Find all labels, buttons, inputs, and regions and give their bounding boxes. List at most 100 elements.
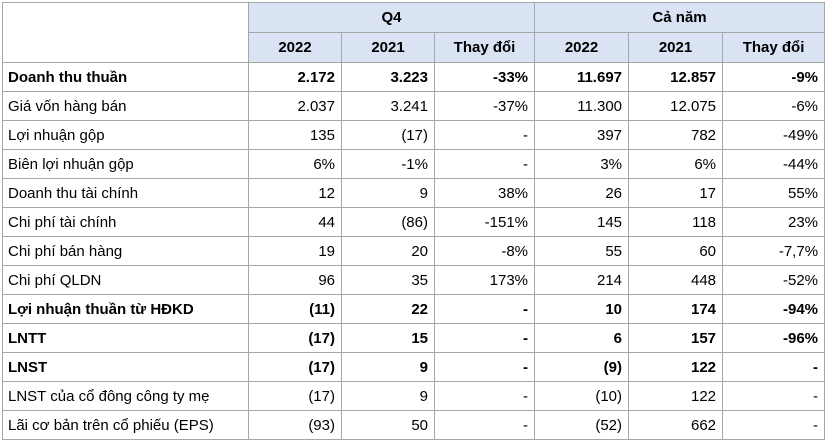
table-row: Lợi nhuận gộp 135 (17) -397 782 -49% [2, 120, 826, 150]
table-cell: -33% [433, 62, 536, 92]
table-cell: 118 [628, 207, 724, 237]
column-header: Thay đổi [433, 32, 536, 63]
table-cell: 11.300 [534, 91, 630, 121]
table-cell: 2.037 [248, 91, 342, 121]
table-cell: 3.223 [341, 62, 435, 92]
table-cell: 448 [628, 265, 724, 295]
row-label: Biên lợi nhuận gộp [2, 149, 249, 179]
table-cell: 782 [628, 120, 724, 150]
table-cell: 662 [628, 410, 724, 440]
table-cell: 6% [248, 149, 342, 179]
table-row: Chi phí tài chính 44 (86) -151% 145 118 23% [2, 207, 826, 237]
table-cell: - [433, 381, 536, 411]
table-cell: 6% [628, 149, 724, 179]
table-cell: 122 [628, 381, 724, 411]
table-cell: -8% [433, 236, 536, 266]
table-cell: 44 [248, 207, 342, 237]
table-cell: 55 [534, 236, 630, 266]
row-label: Doanh thu thuần [2, 62, 249, 92]
table-row: Chi phí QLDN 96 35 173% 214 448 -52% [2, 265, 826, 295]
table-cell: 12.857 [628, 62, 724, 92]
table-cell: 17 [628, 178, 724, 208]
table-cell: 23% [722, 207, 826, 237]
table-cell: 10 [534, 294, 630, 324]
table-cell: 122 [628, 352, 724, 382]
table-body: Doanh thu thuần 2.172 3.223 -33% 11.697 12.85… [2, 62, 826, 440]
header-blank-cell [2, 2, 249, 63]
table-cell: 50 [341, 410, 435, 440]
table-cell: -49% [722, 120, 826, 150]
table-cell: 397 [534, 120, 630, 150]
table-cell: 96 [248, 265, 342, 295]
header-group-q4: Q4 [247, 2, 536, 33]
table-cell: - [433, 294, 536, 324]
row-label: Chi phí QLDN [2, 265, 249, 295]
table-cell: 9 [341, 381, 435, 411]
table-cell: 145 [534, 207, 630, 237]
header-group-year: Cả năm [534, 2, 826, 33]
table-cell: (17) [248, 381, 342, 411]
table-cell: 9 [341, 352, 435, 382]
table-cell: 19 [248, 236, 342, 266]
table-cell: -37% [433, 91, 536, 121]
table-cell: (9) [534, 352, 630, 382]
row-label: Doanh thu tài chính [2, 178, 249, 208]
table-cell: -1% [341, 149, 435, 179]
row-label: Chi phí tài chính [2, 207, 249, 237]
table-cell: 157 [628, 323, 724, 353]
table-cell: - [722, 381, 826, 411]
row-label: Chi phí bán hàng [2, 236, 249, 266]
table-cell: -52% [722, 265, 826, 295]
table-cell: 12 [248, 178, 342, 208]
table-cell: (11) [248, 294, 342, 324]
table-row: LNST của cổ đông công ty mẹ (17) 9- (10) 122… [2, 381, 826, 411]
row-label: Giá vốn hàng bán [2, 91, 249, 121]
financial-table: Q4 Cả năm 2022 2021 Thay đổi 2022 2021 T… [2, 2, 826, 440]
table-cell: 2.172 [248, 62, 342, 92]
table-cell: -7,7% [722, 236, 826, 266]
table-cell: 55% [722, 178, 826, 208]
table-cell: 60 [628, 236, 724, 266]
table-cell: (10) [534, 381, 630, 411]
table-cell: 135 [248, 120, 342, 150]
table-cell: - [433, 352, 536, 382]
table-cell: -6% [722, 91, 826, 121]
table-row: Doanh thu tài chính 12 9 38% 26 17 55% [2, 178, 826, 208]
table-cell: 26 [534, 178, 630, 208]
table-row: Doanh thu thuần 2.172 3.223 -33% 11.697 12.85… [2, 62, 826, 92]
table-cell: (17) [248, 352, 342, 382]
table-row: Chi phí bán hàng 19 20 -8% 55 60 -7,7% [2, 236, 826, 266]
column-header: 2021 [628, 32, 724, 63]
row-label: Lợi nhuận thuần từ HĐKD [2, 294, 249, 324]
table-cell: (17) [341, 120, 435, 150]
table-cell: 3% [534, 149, 630, 179]
table-row: Lãi cơ bản trên cổ phiếu (EPS) (93) 50- (52… [2, 410, 826, 440]
table-row: LNST (17) 9- (9) 122- [2, 352, 826, 382]
table-cell: 15 [341, 323, 435, 353]
table-cell: (17) [248, 323, 342, 353]
table-cell: - [433, 410, 536, 440]
table-row: Biên lợi nhuận gộp 6% -1% -3% 6% -44% [2, 149, 826, 179]
table-row: LNTT (17) 15-6 157 -96% [2, 323, 826, 353]
row-label: Lãi cơ bản trên cổ phiếu (EPS) [2, 410, 249, 440]
table-cell: 22 [341, 294, 435, 324]
table-cell: - [433, 120, 536, 150]
column-header: 2022 [248, 32, 342, 63]
table-cell: -44% [722, 149, 826, 179]
table-cell: 9 [341, 178, 435, 208]
table-cell: - [433, 323, 536, 353]
table-cell: -94% [722, 294, 826, 324]
column-header: 2021 [341, 32, 435, 63]
table-cell: -151% [433, 207, 536, 237]
table-cell: 11.697 [534, 62, 630, 92]
table-cell: (86) [341, 207, 435, 237]
row-label: LNST [2, 352, 249, 382]
table-cell: 38% [433, 178, 536, 208]
table-cell: - [433, 149, 536, 179]
table-cell: (93) [248, 410, 342, 440]
table-cell: 20 [341, 236, 435, 266]
table-cell: - [722, 410, 826, 440]
table-cell: -96% [722, 323, 826, 353]
table-cell: 6 [534, 323, 630, 353]
column-header: 2022 [534, 32, 630, 63]
